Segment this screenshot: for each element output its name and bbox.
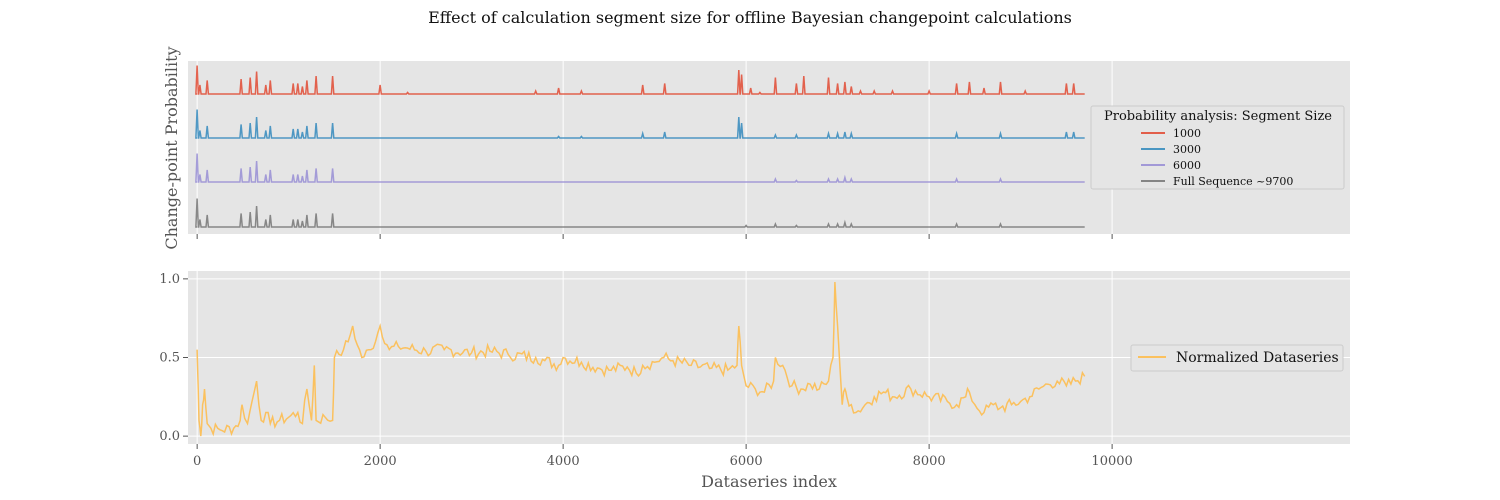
legend-entry: Full Sequence ~9700 xyxy=(1173,175,1293,188)
x-tick-label: 8000 xyxy=(913,454,946,469)
series-line-1000 xyxy=(195,65,1085,95)
top-y-axis-label: Change-point Probability xyxy=(162,46,181,249)
bottom-legend: Normalized Dataseries xyxy=(1130,344,1344,372)
series-line-full-sequence-9700 xyxy=(195,198,1085,228)
x-tick-label: 2000 xyxy=(364,454,397,469)
x-tick-label: 4000 xyxy=(547,454,580,469)
x-tick-label: 10000 xyxy=(1091,454,1132,469)
x-axis-label: Dataseries index xyxy=(701,472,837,491)
bottom-series xyxy=(196,281,1086,437)
x-tick-label: 0 xyxy=(193,454,201,469)
y-tick-label: 0.0 xyxy=(159,429,180,444)
series-line-normalized-dataseries xyxy=(196,281,1086,437)
top-series xyxy=(195,65,1085,228)
series-line-6000 xyxy=(195,153,1085,183)
figure-title: Effect of calculation segment size for o… xyxy=(428,8,1072,27)
top-legend-title: Probability analysis: Segment Size xyxy=(1104,109,1332,124)
x-tick-label: 6000 xyxy=(730,454,763,469)
top-ticks xyxy=(196,234,1113,239)
series-line-3000 xyxy=(195,109,1085,139)
bottom-legend-label: Normalized Dataseries xyxy=(1176,350,1339,366)
top-legend: Probability analysis: Segment Size 1000 3… xyxy=(1090,105,1345,190)
legend-entry: 6000 xyxy=(1173,159,1201,172)
bottom-ticks: 0 2000 4000 6000 8000 10000 0.0 0.5 1.0 xyxy=(159,272,1132,469)
y-tick-label: 0.5 xyxy=(159,351,180,366)
legend-entry: 1000 xyxy=(1173,127,1201,140)
legend-entry: 3000 xyxy=(1173,143,1201,156)
y-tick-label: 1.0 xyxy=(159,272,180,287)
